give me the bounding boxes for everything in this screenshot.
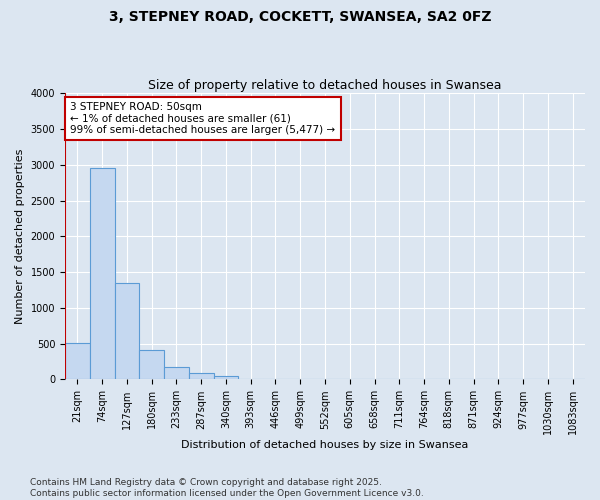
Bar: [164, 368, 189, 380]
Text: 3, STEPNEY ROAD, COCKETT, SWANSEA, SA2 0FZ: 3, STEPNEY ROAD, COCKETT, SWANSEA, SA2 0…: [109, 10, 491, 24]
Bar: [65, 343, 90, 380]
Bar: [189, 374, 214, 380]
X-axis label: Distribution of detached houses by size in Swansea: Distribution of detached houses by size …: [181, 440, 469, 450]
Text: 3 STEPNEY ROAD: 50sqm
← 1% of detached houses are smaller (61)
99% of semi-detac: 3 STEPNEY ROAD: 50sqm ← 1% of detached h…: [70, 102, 335, 135]
Bar: [115, 283, 139, 380]
Bar: [90, 168, 115, 380]
Bar: [139, 350, 164, 380]
Text: Contains HM Land Registry data © Crown copyright and database right 2025.
Contai: Contains HM Land Registry data © Crown c…: [30, 478, 424, 498]
Title: Size of property relative to detached houses in Swansea: Size of property relative to detached ho…: [148, 79, 502, 92]
Bar: [214, 376, 238, 380]
Y-axis label: Number of detached properties: Number of detached properties: [15, 148, 25, 324]
